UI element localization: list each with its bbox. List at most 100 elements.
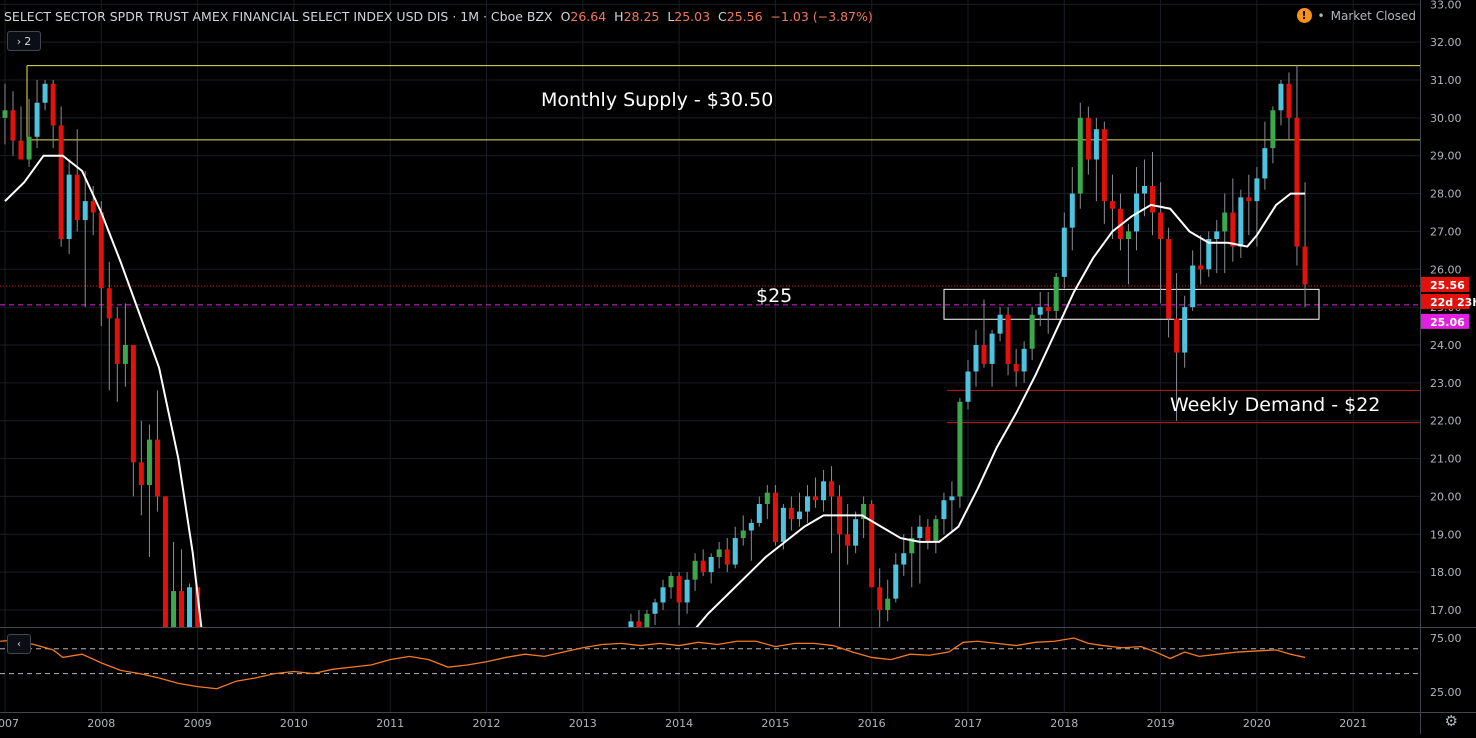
- pink-level-tag-bg: [1421, 313, 1469, 329]
- candle-body: [114, 318, 120, 364]
- candle-body: [154, 439, 160, 497]
- price-tick-label: 28.00: [1430, 188, 1462, 201]
- annotations: Monthly Supply - $30.50 $25 Weekly Deman…: [541, 89, 1380, 416]
- candle-body: [941, 500, 947, 520]
- candle-body: [1270, 110, 1276, 149]
- candle-body: [66, 174, 72, 239]
- candle-body: [676, 575, 682, 603]
- countdown-tag-bg: [1421, 293, 1469, 309]
- time-tick-label: 2020: [1243, 717, 1271, 730]
- candle-body: [861, 504, 867, 520]
- price-tick-label: 31.00: [1430, 74, 1462, 87]
- candle-body: [58, 125, 64, 239]
- moving-average-line: [4, 154, 1306, 627]
- candle-body: [1029, 314, 1035, 349]
- rsi-collapse-button[interactable]: ‹: [7, 634, 31, 654]
- time-tick-label: 2021: [1339, 717, 1367, 730]
- candle-body: [700, 560, 706, 573]
- open-label: O: [560, 9, 571, 24]
- candle-body: [708, 557, 714, 573]
- candle-body: [1037, 307, 1043, 315]
- candle-body: [628, 621, 634, 627]
- candle-body: [1166, 239, 1172, 319]
- candle-body: [1174, 318, 1180, 353]
- price-tick-label: 19.00: [1430, 528, 1462, 541]
- market-status-dot-icon: •: [1317, 8, 1325, 23]
- candle-body: [1182, 307, 1188, 353]
- open-value: 26.64: [570, 9, 607, 24]
- rsi-tick-label: 75.00: [1430, 632, 1462, 645]
- time-tick-label: 2019: [1147, 717, 1175, 730]
- candle-body: [1101, 129, 1107, 202]
- candle-body: [764, 492, 770, 504]
- market-status[interactable]: ! • Market Closed: [1296, 8, 1416, 23]
- candle-body: [26, 136, 32, 160]
- candle-body: [1230, 212, 1236, 247]
- candle-body: [1005, 314, 1011, 364]
- candle-body: [1262, 148, 1268, 179]
- candle-body: [1142, 186, 1148, 194]
- candle-body: [1117, 208, 1123, 239]
- candle-body: [195, 587, 201, 627]
- indicator-count: 2: [24, 34, 32, 48]
- level-lines: [0, 65, 1420, 424]
- candle-body: [171, 591, 177, 627]
- rsi-line: [0, 637, 1306, 690]
- candle-body: [1085, 117, 1091, 160]
- candle-body: [1021, 348, 1027, 372]
- candle-body: [756, 504, 762, 523]
- time-tick-label: 2007: [0, 717, 19, 730]
- high-label: H: [614, 9, 624, 24]
- gear-icon[interactable]: ⚙: [1444, 712, 1458, 730]
- candle-body: [1158, 212, 1164, 239]
- price-tick-label: 26.00: [1430, 263, 1462, 276]
- candle-body: [90, 201, 96, 213]
- candle-body: [989, 333, 995, 364]
- candle-body: [1278, 83, 1284, 111]
- candlestick-series: [2, 64, 1308, 627]
- candle-body: [845, 534, 851, 546]
- candle-body: [74, 174, 80, 221]
- high-value: 28.25: [623, 9, 660, 24]
- candle-body: [772, 492, 778, 542]
- rsi-panel: [0, 637, 1420, 690]
- candle-body: [1254, 178, 1260, 202]
- candle-body: [644, 613, 650, 627]
- countdown-tag: 22d 23h: [1430, 296, 1476, 309]
- candle-body: [42, 83, 48, 103]
- candle-body: [179, 591, 185, 627]
- candle-body: [668, 575, 674, 588]
- candle-body: [660, 587, 666, 603]
- price-tick-label: 20.00: [1430, 490, 1462, 503]
- candle-body: [804, 496, 810, 512]
- candle-body: [829, 481, 835, 497]
- collapse-indicators-button[interactable]: › 2: [7, 31, 41, 51]
- candle-body: [50, 83, 56, 126]
- price-tick-label: 17.00: [1430, 604, 1462, 617]
- level-25-box: [943, 288, 1320, 320]
- candle-body: [692, 560, 698, 580]
- rsi-tick-label: 25.00: [1430, 686, 1462, 699]
- candle-body: [162, 496, 168, 627]
- candle-body: [138, 462, 144, 486]
- close-value: 25.56: [726, 9, 763, 24]
- price-tags: 25.56 22d 23h 25.06: [1421, 276, 1476, 329]
- alert-icon: !: [1296, 8, 1312, 23]
- chevron-left-icon: ‹: [17, 638, 21, 650]
- candle-body: [909, 538, 915, 554]
- candle-body: [1206, 239, 1212, 270]
- time-tick-label: 2017: [954, 717, 982, 730]
- candle-body: [724, 549, 730, 565]
- candle-body: [997, 314, 1003, 334]
- supply-annotation: Monthly Supply - $30.50: [541, 89, 773, 111]
- symbol-header: SELECT SECTOR SPDR TRUST AMEX FINANCIAL …: [4, 9, 873, 24]
- time-tick-label: 2009: [184, 717, 212, 730]
- candle-body: [1125, 231, 1131, 239]
- symbol-title[interactable]: SELECT SECTOR SPDR TRUST AMEX FINANCIAL …: [4, 9, 553, 24]
- candle-body: [130, 345, 136, 463]
- time-tick-label: 2011: [376, 717, 404, 730]
- pink-level-tag: 25.06: [1430, 316, 1465, 329]
- candle-body: [1069, 193, 1075, 228]
